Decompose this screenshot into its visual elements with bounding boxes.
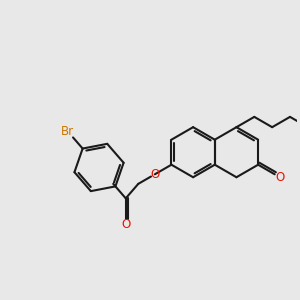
Text: O: O [150, 168, 160, 181]
Text: O: O [275, 171, 284, 184]
Text: Br: Br [61, 125, 74, 138]
Text: O: O [121, 218, 130, 231]
